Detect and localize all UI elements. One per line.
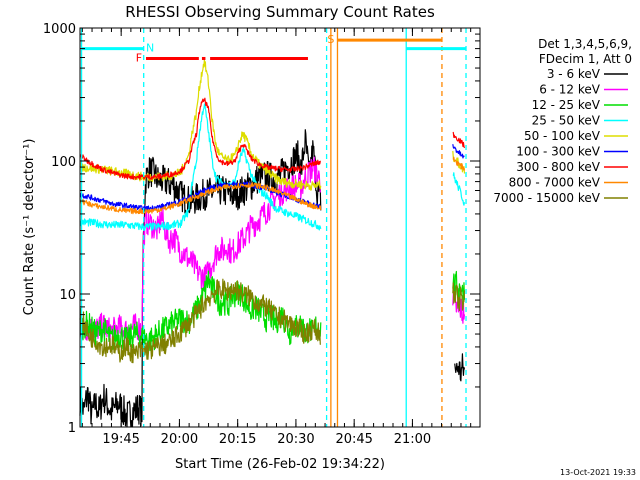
legend-label-300-800-kev: 300 - 800 keV [516, 160, 600, 174]
series-800-7000-kev [79, 156, 466, 215]
series-line-300-800-kev-1 [452, 131, 466, 149]
x-axis-label: Start Time (26-Feb-02 19:34:22) [175, 457, 385, 472]
flag-label-s: S [327, 33, 334, 46]
x-tick-label: 20:30 [277, 432, 314, 447]
series-25-50-kev [79, 103, 466, 231]
series-line-25-50-kev-0 [79, 103, 322, 231]
legend: Det 1,3,4,5,6,9, FDecim 1, Att 0 3 - 6 k… [493, 37, 632, 205]
y-tick-label: 10 [59, 288, 76, 303]
series-3-6-kev [79, 129, 466, 428]
x-tick-label: 20:45 [335, 432, 372, 447]
series-layer [79, 58, 466, 428]
axis-layer: 19:45 20:00 20:15 20:30 20:45 21:00 1 10 100 1000 [43, 22, 480, 447]
series-line-100-300-kev-1 [452, 144, 465, 159]
series-line-800-7000-kev-1 [452, 156, 466, 171]
legend-label-12-25-kev: 12 - 25 keV [532, 98, 601, 112]
x-tick-label: 19:45 [102, 432, 139, 447]
legend-label-7000-15000-kev: 7000 - 15000 keV [493, 191, 600, 205]
series-line-7000-15000-kev-1 [452, 282, 466, 312]
x-tick-label: 21:00 [394, 432, 431, 447]
flag-label-f: F [136, 51, 142, 64]
legend-label-100-300-kev: 100 - 300 keV [516, 145, 600, 159]
legend-header-line-1: Det 1,3,4,5,6,9, [538, 37, 632, 51]
chart-title: RHESSI Observing Summary Count Rates [125, 3, 435, 21]
legend-header-line-2: FDecim 1, Att 0 [539, 52, 632, 66]
legend-label-800-7000-kev: 800 - 7000 keV [509, 176, 601, 190]
series-300-800-kev [79, 97, 466, 181]
legend-label-6-12-kev: 6 - 12 keV [539, 83, 601, 97]
series-line-100-300-kev-0 [79, 181, 322, 212]
flag-label-n: N [146, 42, 154, 55]
x-tick-label: 20:15 [219, 432, 256, 447]
series-line-300-800-kev-0 [79, 97, 321, 181]
annotation-layer: NF S [80, 28, 467, 427]
legend-label-50-100-kev: 50 - 100 keV [524, 129, 601, 143]
footer-timestamp: 13-Oct-2021 19:33 [560, 468, 636, 477]
y-tick-label: 1 [68, 421, 76, 436]
series-line-800-7000-kev-0 [79, 182, 322, 215]
legend-label-3-6-kev: 3 - 6 keV [547, 67, 601, 81]
series-100-300-kev [79, 144, 465, 212]
y-tick-label: 1000 [43, 22, 76, 37]
series-line-12-25-kev-0 [79, 270, 322, 352]
series-line-7000-15000-kev-0 [79, 278, 321, 364]
series-line-25-50-kev-1 [452, 172, 466, 206]
x-tick-label: 20:00 [161, 432, 198, 447]
legend-label-25-50-kev: 25 - 50 keV [532, 114, 601, 128]
y-axis-label: Count Rate (s⁻¹ detector⁻¹) [22, 139, 37, 316]
plot-frame [79, 27, 481, 428]
series-7000-15000-kev [79, 278, 466, 364]
y-tick-label: 100 [51, 155, 76, 170]
series-line-3-6-kev-0 [79, 129, 322, 428]
series-line-3-6-kev-1 [454, 353, 466, 382]
